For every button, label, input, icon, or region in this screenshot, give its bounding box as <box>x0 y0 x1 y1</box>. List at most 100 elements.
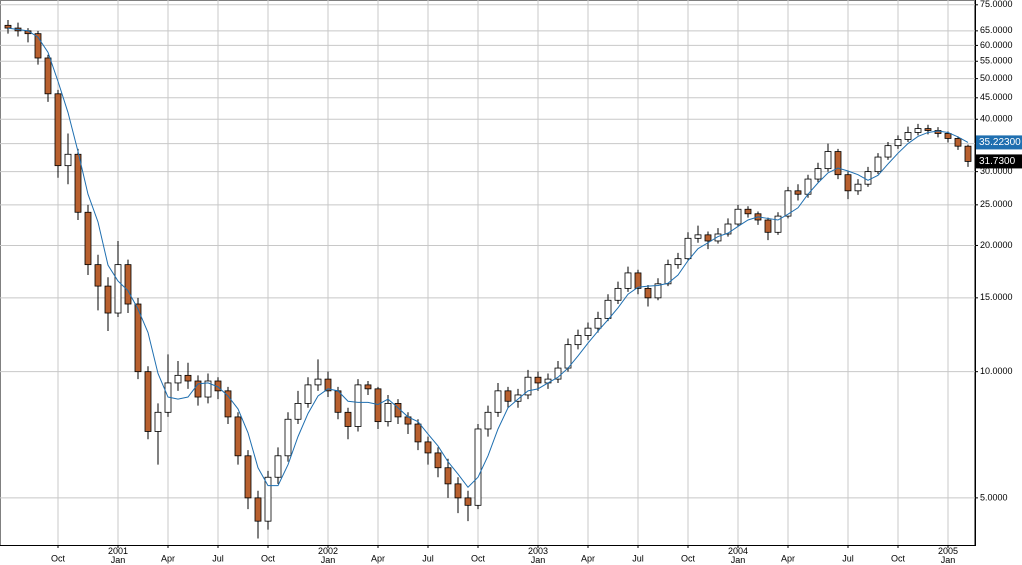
candle-body <box>434 452 442 469</box>
candle-body <box>784 190 792 217</box>
candle-body <box>114 264 122 314</box>
x-tick-label: Jul <box>212 553 224 563</box>
candle-body <box>324 378 332 392</box>
x-tick-label: 2001 Jan <box>108 546 128 565</box>
candle-body <box>274 455 282 478</box>
candle-body <box>794 190 802 195</box>
ma-price-label: 35.22300 <box>979 137 1021 148</box>
candle-body <box>844 174 852 192</box>
candle-body <box>514 394 522 402</box>
candle-body <box>264 476 272 522</box>
x-tick-label: Oct <box>471 553 486 563</box>
candle-body <box>484 411 492 430</box>
y-tick-label: 20.0000 <box>980 240 1013 250</box>
ma-price-label-box <box>976 135 1022 150</box>
x-tick-label: Oct <box>51 553 66 563</box>
candle-body <box>234 416 242 457</box>
y-tick-label: 15.0000 <box>980 292 1013 302</box>
y-tick-label: 25.0000 <box>980 199 1013 209</box>
candle-body <box>564 344 572 369</box>
candle-body <box>284 418 292 457</box>
candle-body <box>614 287 622 301</box>
candle-body <box>774 215 782 233</box>
candle-body <box>594 317 602 329</box>
candle-body <box>734 208 742 225</box>
moving-average-line <box>7 27 969 489</box>
candle-body <box>554 367 562 380</box>
candle-body <box>134 303 142 373</box>
candle-body <box>494 390 502 413</box>
candle-body <box>94 264 102 287</box>
x-tick-label: Oct <box>261 553 276 563</box>
candle-body <box>744 208 752 215</box>
candle-body <box>904 132 912 140</box>
candle-body <box>824 151 832 170</box>
candle-body <box>474 428 482 506</box>
candle-body <box>964 145 972 162</box>
candle-body <box>154 411 162 432</box>
x-tick-label: 2002 Jan <box>318 546 338 565</box>
candle-body <box>684 237 692 260</box>
candle-body <box>664 264 672 285</box>
candle-body <box>704 234 712 242</box>
candle-body <box>414 423 422 443</box>
x-tick-label: 2004 Jan <box>728 546 748 565</box>
y-tick-label: 60.0000 <box>980 40 1013 50</box>
candle-body <box>304 384 312 404</box>
x-tick-label: Apr <box>781 553 795 563</box>
candle-body <box>464 497 472 506</box>
candle-body <box>294 403 302 420</box>
candle-body <box>174 374 182 384</box>
x-tick-label: Jul <box>422 553 434 563</box>
candle-body <box>144 371 152 432</box>
candle-body <box>674 258 682 266</box>
candle-body <box>624 272 632 289</box>
candle-body <box>344 411 352 427</box>
candle-body <box>914 128 922 133</box>
candle-body <box>354 384 362 427</box>
candle-body <box>44 57 52 95</box>
candle-body <box>384 403 392 423</box>
y-tick-label: 10.0000 <box>980 366 1013 376</box>
y-axis-panel <box>975 0 1022 565</box>
last-price-label-box <box>976 154 1022 169</box>
candle-body <box>244 455 252 499</box>
candle-body <box>54 93 62 167</box>
x-tick-label: Oct <box>891 553 906 563</box>
candle-body <box>424 441 432 454</box>
candle-body <box>74 153 82 213</box>
candle-body <box>944 133 952 139</box>
candle-body <box>764 219 772 233</box>
x-tick-label: Apr <box>581 553 595 563</box>
y-tick-label: 65.0000 <box>980 25 1013 35</box>
candle-body <box>694 234 702 239</box>
candle-body <box>334 390 342 413</box>
candle-body <box>604 299 612 319</box>
candle-body <box>644 287 652 299</box>
candle-body <box>894 139 902 147</box>
candle-body <box>654 283 662 299</box>
candle-body <box>4 24 12 29</box>
candle-body <box>584 327 592 336</box>
candle-body <box>124 264 132 305</box>
candle-body <box>194 380 202 398</box>
candle-body <box>454 483 462 499</box>
candle-body <box>834 151 842 176</box>
x-tick-label: 2005 Jan <box>938 546 958 565</box>
x-tick-label: Oct <box>681 553 696 563</box>
candle-body <box>714 233 722 242</box>
candle-body <box>224 390 232 418</box>
candle-body <box>574 335 582 346</box>
candle-body <box>254 497 262 522</box>
candle-body <box>204 380 212 398</box>
candle-body <box>104 285 112 314</box>
candle-body <box>364 384 372 390</box>
candle-body <box>84 211 92 266</box>
y-tick-label: 55.0000 <box>980 56 1013 66</box>
y-tick-label: 50.0000 <box>980 73 1013 83</box>
last-price-label: 31.7300 <box>979 156 1016 167</box>
y-tick-label: 30.0000 <box>980 166 1013 176</box>
y-tick-label: 75.0000 <box>980 0 1013 9</box>
